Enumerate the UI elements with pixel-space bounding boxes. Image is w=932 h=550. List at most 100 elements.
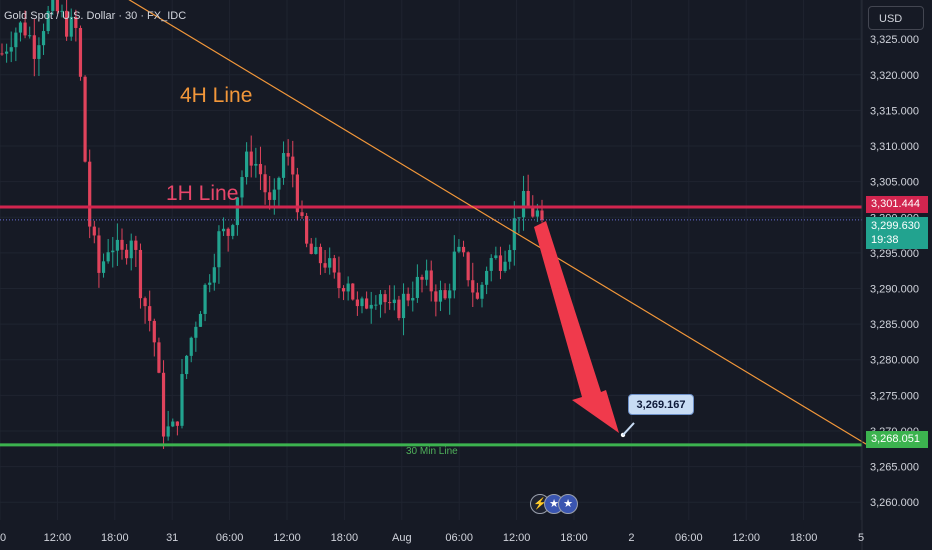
candle-up <box>254 163 258 166</box>
candle-up <box>5 51 9 54</box>
level-lines <box>0 0 869 447</box>
candle-up <box>221 228 226 232</box>
candle-down <box>249 151 253 166</box>
candle-down <box>355 299 359 307</box>
y-tick-label: 3,260.000 <box>870 497 919 509</box>
candle-up <box>37 45 41 59</box>
candle-up <box>369 304 373 309</box>
currency-button[interactable]: USD <box>868 6 924 30</box>
candle-down <box>526 190 530 207</box>
candle-down <box>406 293 410 301</box>
x-tick-label: 2 <box>628 532 634 544</box>
candle-up <box>392 299 396 304</box>
y-tick-label: 3,290.000 <box>870 283 919 295</box>
candle-down <box>461 246 466 253</box>
candle-down <box>471 280 475 293</box>
candle-up <box>425 270 429 280</box>
candle-up <box>101 261 106 273</box>
candle-down <box>78 27 83 77</box>
candle-up <box>360 298 364 307</box>
event-icons[interactable]: ⚡ ★ ★ <box>530 494 580 516</box>
candle-down <box>157 342 161 373</box>
x-tick-label: 12:00 <box>732 532 760 544</box>
candle-up <box>28 35 32 37</box>
candle-up <box>115 239 119 251</box>
us-flag-icon[interactable]: ★ <box>558 494 578 514</box>
candle-up <box>448 290 452 299</box>
y-tick-label: 3,305.000 <box>870 177 919 189</box>
candle-down <box>434 291 438 302</box>
candle-up <box>521 190 526 218</box>
candle-down <box>258 163 263 175</box>
candle-down <box>152 320 156 343</box>
candle-down <box>337 272 341 289</box>
target-callout[interactable]: 3,269.167 <box>628 394 694 415</box>
x-tick-label: 00 <box>0 532 6 544</box>
candle-down <box>397 299 401 319</box>
candle-up <box>314 246 318 254</box>
current-price: 3,299.630 <box>871 220 920 232</box>
candle-up <box>245 151 249 178</box>
candle-down <box>55 0 59 12</box>
candle-up <box>203 284 207 314</box>
candle-down <box>318 246 323 264</box>
candle-down <box>83 76 87 162</box>
candle-up <box>46 10 50 32</box>
candle-down <box>88 161 92 227</box>
candle-up <box>346 283 350 292</box>
candle-down <box>92 226 96 236</box>
candle-down <box>300 212 304 216</box>
candle-up <box>198 313 203 327</box>
candle-up <box>452 251 456 291</box>
candle-down <box>365 298 369 309</box>
candle-down <box>23 22 27 36</box>
y-tick-label: 3,285.000 <box>870 319 919 331</box>
x-tick-label: 18:00 <box>560 532 588 544</box>
candle-down <box>175 421 179 426</box>
candle-up <box>535 210 539 217</box>
candle-down <box>443 290 447 299</box>
x-tick-label: 06:00 <box>216 532 244 544</box>
candle-down <box>97 235 101 273</box>
candle-down <box>540 210 544 220</box>
x-tick-label: 18:00 <box>331 532 359 544</box>
x-tick-label: 06:00 <box>675 532 703 544</box>
candle-down <box>65 10 69 37</box>
candle-up <box>212 267 216 283</box>
bar-countdown: 19:38 <box>871 234 899 246</box>
candle-down <box>286 153 290 157</box>
candles <box>0 0 544 449</box>
candle-up <box>438 290 443 302</box>
y-tick-label: 3,280.000 <box>870 355 919 367</box>
candle-down <box>134 240 138 250</box>
candle-up <box>189 337 193 356</box>
candle-down <box>429 270 433 292</box>
x-tick-label: 18:00 <box>790 532 818 544</box>
candle-down <box>309 243 313 254</box>
candle-up <box>180 374 184 426</box>
candle-up <box>277 177 281 190</box>
candle-up <box>485 270 489 285</box>
candle-down <box>351 283 355 300</box>
candle-up <box>69 16 73 37</box>
candle-down <box>268 192 272 200</box>
candle-down <box>531 206 535 217</box>
candle-up <box>14 32 18 48</box>
candle-up <box>512 218 516 251</box>
candle-up <box>171 421 175 427</box>
line-30min-label: 30 Min Line <box>406 446 458 457</box>
candle-up <box>208 282 212 285</box>
candle-up <box>231 225 235 236</box>
candle-down <box>323 263 327 268</box>
candle-down <box>383 294 387 303</box>
chart-title: Gold Spot / U.S. Dollar · 30 · FX_IDC <box>4 10 187 22</box>
candle-down <box>420 276 424 280</box>
candle-down <box>143 298 147 307</box>
x-tick-label: 31 <box>166 532 178 544</box>
candle-down <box>263 174 267 193</box>
candle-up <box>508 250 512 262</box>
candle-down <box>341 288 346 292</box>
candle-up <box>374 304 378 306</box>
candle-down <box>498 255 503 271</box>
